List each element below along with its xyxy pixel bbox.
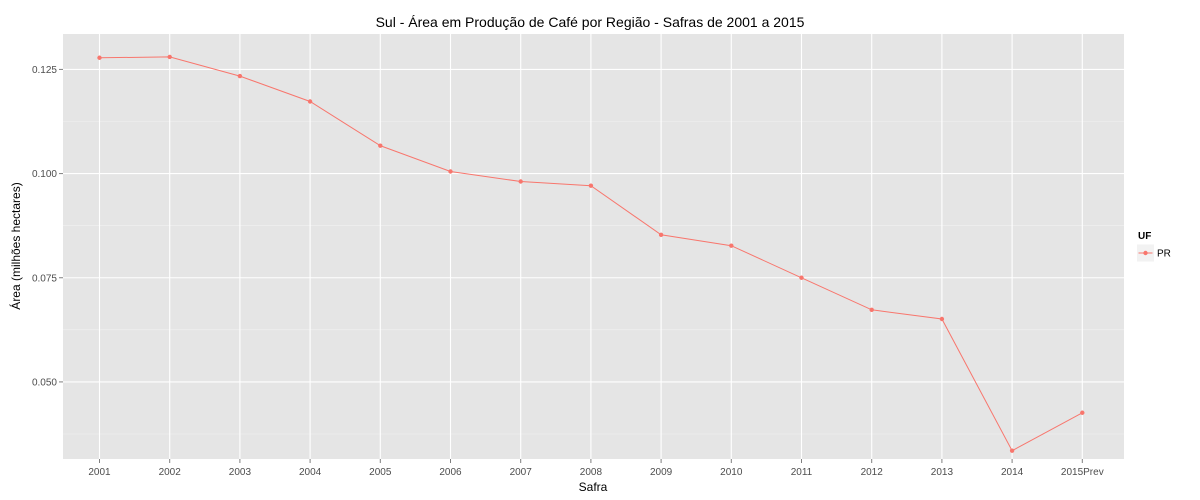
- y-axis-title: Área (milhões hectares): [8, 182, 23, 309]
- data-point: [237, 73, 243, 79]
- legend-title: UF: [1138, 231, 1151, 242]
- x-tick-label: 2007: [510, 467, 533, 478]
- legend-key-point: [1143, 250, 1148, 256]
- data-point: [588, 183, 594, 188]
- data-point: [307, 99, 313, 104]
- x-axis: 2001 2002 2003 2004 2005 2006 2007 2008 2009 2010…: [88, 459, 1104, 478]
- data-point: [1009, 448, 1015, 453]
- x-tick-label: 2014: [1001, 467, 1024, 478]
- chart-title: Sul - Área em Produção de Café por Regiã…: [376, 14, 805, 30]
- x-tick-label: 2009: [650, 467, 673, 478]
- x-tick-label: 2003: [229, 467, 252, 478]
- x-tick-label: 2008: [580, 467, 603, 478]
- series-layer: [97, 54, 1085, 453]
- legend: UF PR: [1137, 231, 1171, 262]
- x-tick-label: 2001: [88, 467, 111, 478]
- data-point: [799, 275, 804, 280]
- x-tick-label: 2010: [720, 467, 743, 478]
- y-tick-label: 0.100: [32, 169, 57, 180]
- x-tick-label: 2011: [791, 467, 813, 478]
- x-tick-label: 2012: [861, 467, 884, 478]
- x-tick-label: 2015Prev: [1061, 467, 1104, 478]
- x-tick-label: 2002: [159, 467, 182, 478]
- data-point: [167, 54, 172, 60]
- legend-label: PR: [1157, 249, 1171, 260]
- x-axis-title: Safra: [579, 480, 608, 494]
- y-tick-label: 0.050: [32, 377, 57, 388]
- data-point: [448, 169, 453, 174]
- data-point: [658, 232, 664, 238]
- x-tick-label: 2005: [369, 467, 392, 478]
- data-point: [1080, 410, 1085, 415]
- data-point: [939, 316, 945, 322]
- y-tick-label: 0.125: [32, 65, 57, 76]
- x-tick-label: 2004: [299, 467, 322, 478]
- data-point: [378, 143, 383, 148]
- data-point: [729, 243, 734, 248]
- plot-panel: [63, 34, 1124, 459]
- data-point: [518, 179, 523, 184]
- x-tick-label: 2013: [931, 467, 954, 478]
- y-tick-label: 0.075: [32, 273, 57, 284]
- data-point: [869, 307, 874, 313]
- x-tick-label: 2006: [439, 467, 462, 478]
- data-point: [97, 55, 102, 60]
- y-axis: 0.050 0.075 0.100 0.125: [32, 65, 63, 388]
- gridlines: [63, 34, 1124, 459]
